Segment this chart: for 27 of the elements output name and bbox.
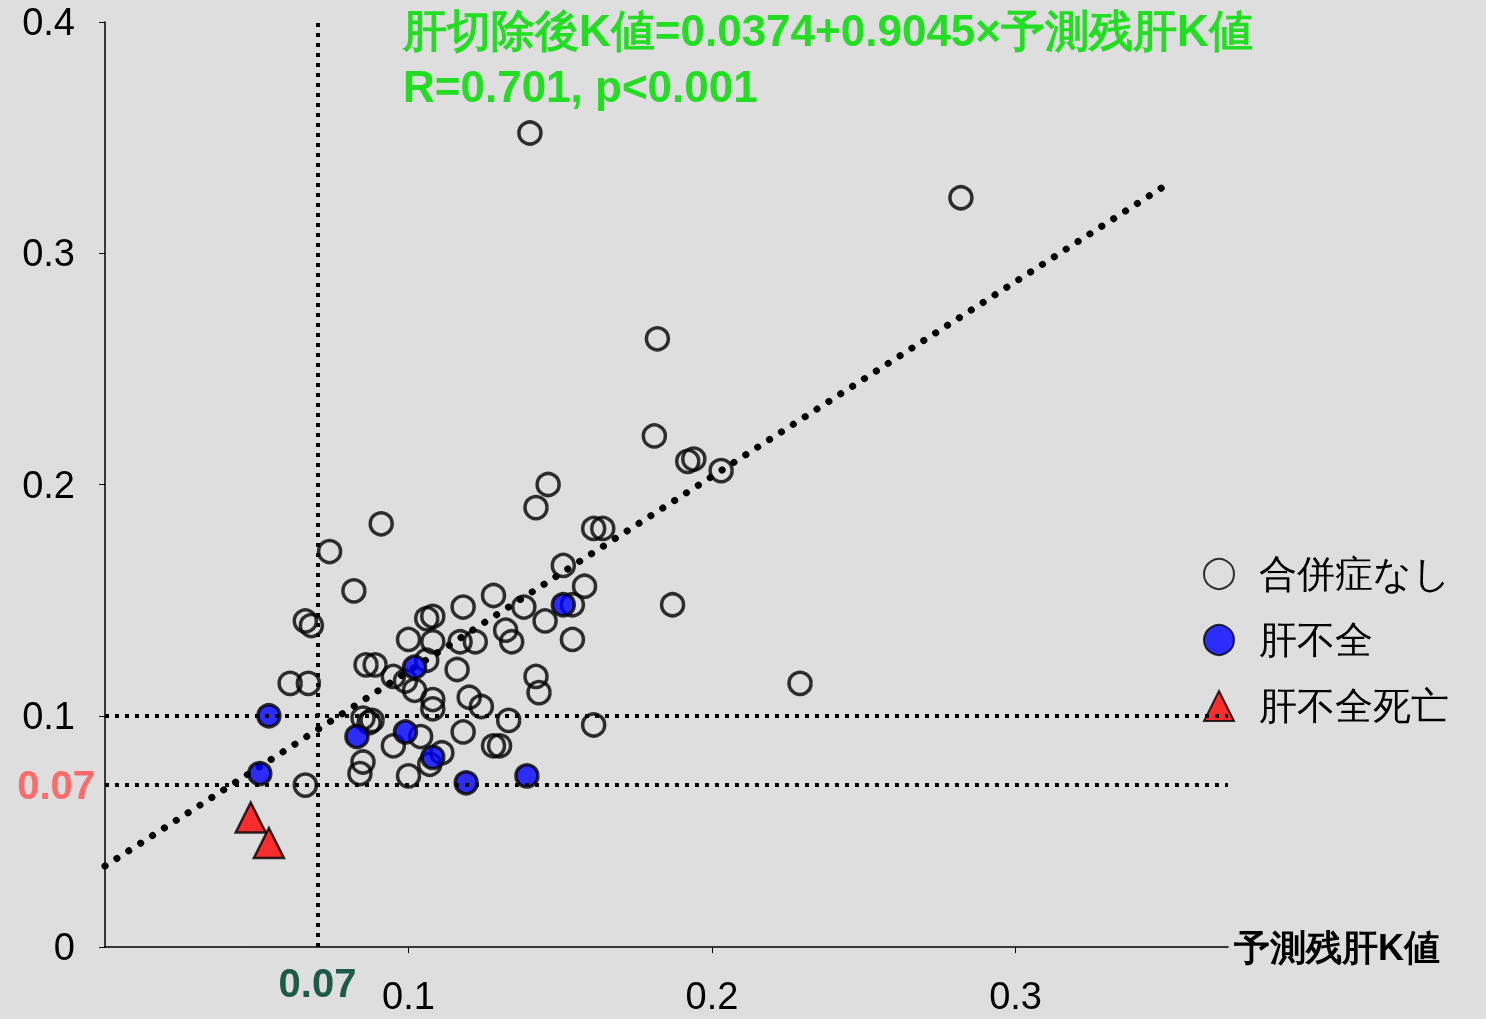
- x-tick-label: 0.1: [382, 975, 435, 1017]
- point: [252, 826, 286, 860]
- point: [256, 703, 282, 729]
- y-tick-label: 0.1: [22, 694, 75, 737]
- legend-label: 肝不全死亡: [1259, 685, 1449, 727]
- annotation: R=0.701, p<0.001: [403, 61, 758, 111]
- point: [234, 801, 267, 834]
- point: [420, 744, 446, 771]
- ref-line-label: 0.07: [278, 961, 357, 1005]
- point: [550, 592, 577, 618]
- y-tick-label: 0.4: [22, 1, 75, 43]
- y-tick-label: 0.3: [22, 232, 75, 275]
- annotation: 肝切除後K値=0.0374+0.9045×予測残肝K値: [402, 5, 1253, 55]
- legend-label: 合併症なし: [1259, 553, 1451, 595]
- point: [392, 719, 419, 745]
- point: [514, 763, 540, 789]
- x-tick-label: 0.3: [989, 975, 1042, 1017]
- point: [453, 770, 479, 796]
- ref-line-label: 0.07: [17, 763, 95, 808]
- point: [344, 723, 370, 750]
- y-tick-label: 0: [53, 926, 75, 968]
- x-axis-title: 予測残肝K値: [1234, 926, 1440, 968]
- legend-label: 肝不全: [1259, 619, 1373, 661]
- point: [247, 760, 273, 787]
- y-tick-label: 0.2: [22, 463, 75, 506]
- point: [401, 654, 428, 680]
- x-tick-label: 0.2: [685, 975, 739, 1017]
